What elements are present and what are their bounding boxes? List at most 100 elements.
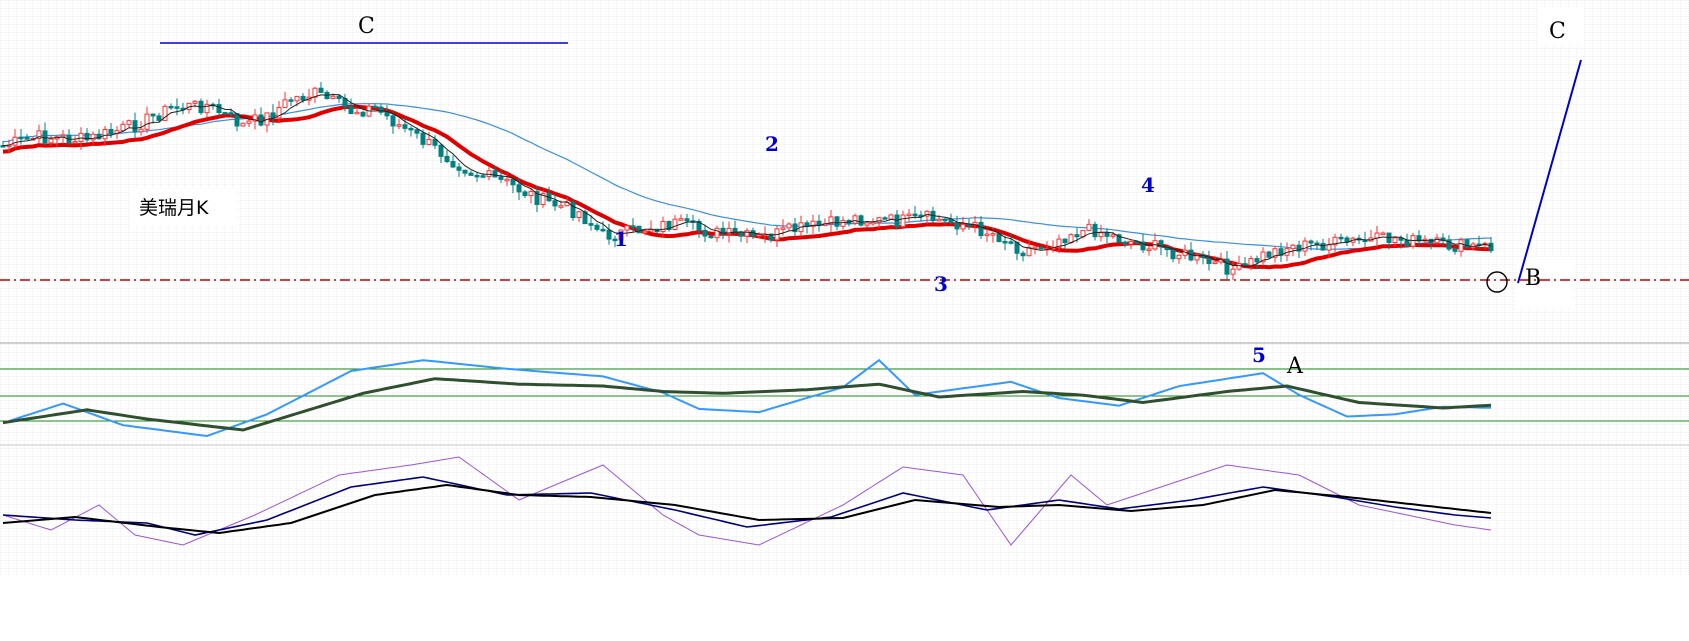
kdj-k-line	[2, 456, 1492, 546]
candle-body	[714, 227, 720, 239]
candle-body	[1110, 234, 1116, 237]
candle-body	[360, 111, 366, 117]
candle-body	[174, 106, 180, 109]
candle-body	[204, 103, 210, 114]
current-marker	[1486, 271, 1508, 293]
candle-body	[1446, 239, 1452, 250]
candle-body	[1086, 223, 1092, 231]
candle-body	[1338, 236, 1344, 240]
candle-body	[288, 99, 294, 102]
candle-body	[540, 193, 546, 206]
candle-body	[462, 169, 468, 174]
candle-body	[1254, 258, 1260, 263]
candle-body	[882, 217, 888, 220]
candle-body	[1332, 236, 1338, 246]
candle-body	[318, 87, 324, 93]
candle-body	[162, 105, 168, 121]
candle-body	[1296, 244, 1302, 252]
candle-body	[642, 230, 648, 234]
candle-body	[438, 144, 444, 157]
candle-body	[258, 114, 264, 126]
wave-label-4: 4	[1141, 173, 1155, 197]
candle-body	[624, 225, 630, 231]
candle-body	[708, 235, 714, 239]
candle-body	[534, 191, 540, 206]
candle-body	[1266, 251, 1272, 258]
candle-body	[912, 213, 918, 217]
candle-body	[1236, 263, 1242, 270]
candle-body	[432, 138, 438, 146]
candle-body	[906, 213, 912, 217]
candle-body	[1146, 248, 1152, 251]
candle-body	[456, 166, 462, 171]
candle-body	[606, 229, 612, 240]
candle-body	[828, 216, 834, 225]
wave-label-3: 3	[934, 272, 948, 296]
label-c-top: C	[358, 14, 375, 39]
candle-body	[192, 100, 198, 104]
label-a: A	[1286, 354, 1304, 379]
candle-body	[270, 112, 276, 119]
candle-body	[666, 221, 672, 231]
candle-body	[300, 95, 306, 101]
candle-body	[936, 218, 942, 222]
kdj-j-line	[2, 483, 1492, 535]
candle-body	[1074, 234, 1080, 238]
candle-body	[1008, 241, 1014, 244]
candle-body	[150, 113, 156, 117]
candle-body	[330, 95, 336, 100]
candle-body	[1116, 234, 1122, 243]
candle-body	[552, 200, 558, 207]
candle-body	[876, 217, 882, 223]
candle-body	[1206, 256, 1212, 265]
projection-line	[1517, 59, 1582, 284]
candle-body	[600, 228, 606, 232]
candle-body	[756, 234, 762, 237]
candle-body	[1176, 254, 1182, 260]
candle-body	[1302, 240, 1308, 252]
candle-body	[372, 105, 378, 109]
candle-body	[408, 127, 414, 131]
candle-body	[246, 120, 252, 124]
candle-body	[222, 112, 228, 115]
candle-body	[834, 216, 840, 227]
candle-body	[702, 229, 708, 237]
candle-body	[660, 221, 666, 233]
candle-body	[948, 218, 954, 224]
candle-body	[216, 104, 222, 114]
candle-body	[72, 140, 78, 144]
chart-title: 美瑞月K	[139, 197, 209, 219]
candle-body	[1242, 263, 1248, 266]
candle-body	[720, 227, 726, 235]
candle-body	[894, 214, 900, 228]
candle-body	[84, 132, 90, 141]
candle-body	[1212, 261, 1218, 265]
candle-body	[636, 225, 642, 234]
candle-body	[1374, 232, 1380, 239]
candle-body	[528, 191, 534, 197]
candle-body	[984, 233, 990, 237]
candle-body	[924, 210, 930, 217]
candle-body	[960, 223, 966, 230]
ma-fast-line	[2, 93, 1492, 267]
candle-body	[1032, 246, 1038, 250]
candle-body	[684, 218, 690, 222]
candle-body	[234, 113, 240, 127]
label-b: B	[1525, 266, 1541, 291]
wave-label-1: 1	[614, 227, 628, 251]
candle-body	[1248, 258, 1254, 266]
candle-body	[138, 128, 144, 133]
candle-body	[768, 233, 774, 241]
candle-body	[132, 120, 138, 133]
candle-body	[354, 111, 360, 115]
candle-body	[78, 132, 84, 142]
candle-body	[1026, 246, 1032, 257]
candle-body	[378, 106, 384, 113]
candle-body	[1392, 237, 1398, 243]
candle-body	[426, 138, 432, 145]
wave-label-5: 5	[1252, 343, 1266, 367]
candle-body	[144, 113, 150, 130]
candle-body	[672, 218, 678, 231]
candle-body	[480, 175, 486, 178]
candle-body	[576, 211, 582, 219]
